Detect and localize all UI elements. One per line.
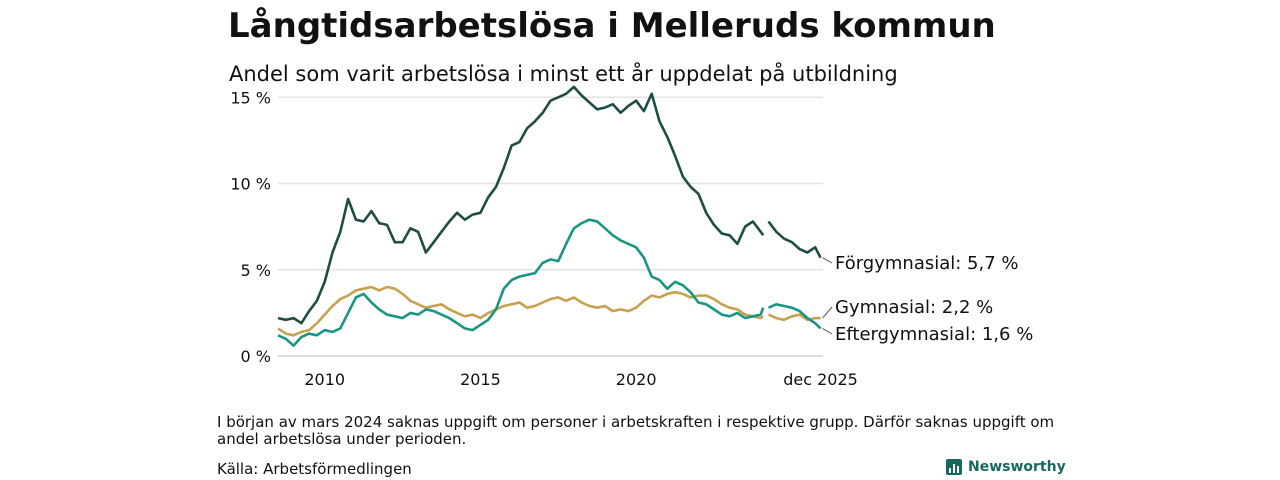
footnote: I början av mars 2024 saknas uppgift om … — [217, 413, 1055, 448]
end-label: Gymnasial: 2,2 % — [835, 297, 993, 318]
y-tick-label: 15 % — [230, 88, 271, 107]
x-tick-label: 2020 — [616, 370, 657, 389]
series-line-eftergymnasial — [277, 218, 765, 347]
end-label: Eftergymnasial: 1,6 % — [835, 324, 1033, 345]
y-tick-label: 5 % — [241, 261, 271, 280]
y-tick-label: 10 % — [230, 175, 271, 194]
chart-title: Långtidsarbetslösa i Melleruds kommun — [228, 6, 996, 46]
end-label-leader — [822, 257, 833, 264]
series-line-gymnasial — [767, 313, 821, 322]
series-line-eftergymnasial — [767, 302, 822, 330]
y-tick-label: 0 % — [241, 347, 271, 366]
series-line-förgymnasial — [767, 220, 822, 259]
x-tick-label: dec 2025 — [783, 370, 858, 389]
brand-logo: Newsworthy — [946, 459, 1066, 475]
end-label-leader — [822, 306, 833, 319]
source-text: Källa: Arbetsförmedlingen — [217, 460, 412, 478]
brand-name: Newsworthy — [968, 459, 1066, 475]
bar-chart-icon — [946, 459, 962, 475]
series-line-gymnasial — [277, 285, 764, 337]
series-line-förgymnasial — [277, 85, 765, 325]
x-tick-label: 2015 — [460, 370, 501, 389]
x-tick-label: 2010 — [304, 370, 345, 389]
end-label-leader — [822, 327, 833, 335]
chart-subtitle: Andel som varit arbetslösa i minst ett å… — [229, 62, 898, 86]
end-label: Förgymnasial: 5,7 % — [835, 253, 1019, 274]
